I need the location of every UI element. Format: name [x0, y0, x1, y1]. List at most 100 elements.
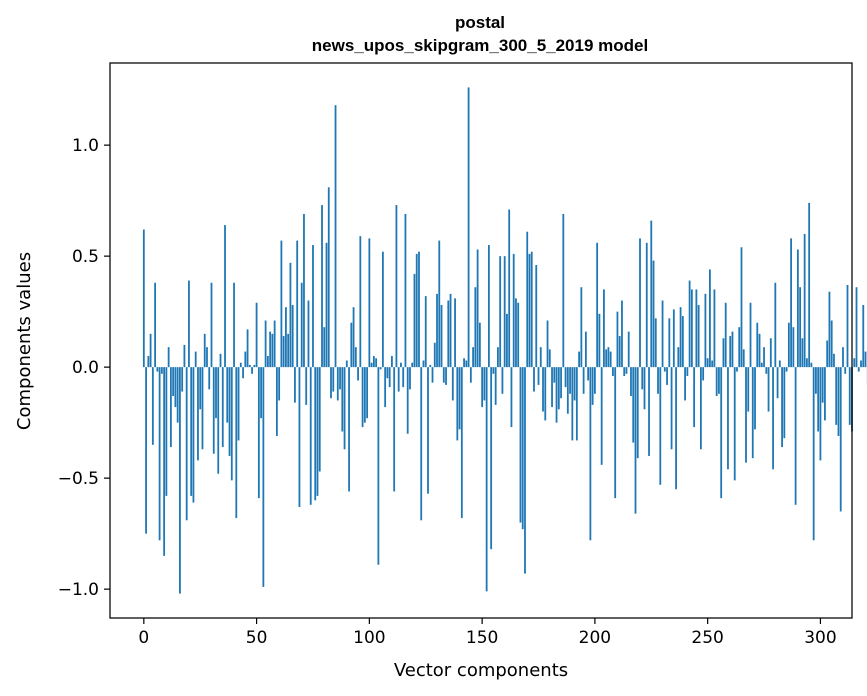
- bar-313: [848, 367, 851, 425]
- bar-206: [607, 347, 610, 368]
- bar-316: [855, 287, 858, 368]
- bar-53: [262, 367, 265, 587]
- bar-197: [587, 367, 590, 381]
- bar-48: [251, 367, 253, 374]
- bar-187: [564, 367, 567, 388]
- bar-305: [830, 320, 833, 368]
- bar-5: [154, 282, 156, 368]
- bar-58: [273, 320, 276, 368]
- bar-56: [269, 331, 272, 368]
- bar-7: [158, 367, 161, 541]
- bar-114: [400, 362, 402, 368]
- bar-109: [388, 367, 391, 388]
- bar-112: [395, 205, 398, 368]
- bar-45: [244, 351, 247, 368]
- bar-169: [524, 367, 526, 574]
- bar-136: [449, 293, 452, 368]
- bar-205: [605, 349, 608, 368]
- bar-41: [235, 367, 238, 519]
- bar-67: [294, 367, 296, 403]
- bar-215: [627, 331, 630, 368]
- bar-240: [684, 367, 686, 401]
- bar-241: [686, 367, 689, 377]
- bar-158: [499, 256, 502, 368]
- bar-231: [663, 367, 666, 372]
- bar-278: [769, 338, 772, 368]
- bar-263: [736, 367, 738, 372]
- bar-76: [314, 367, 317, 501]
- bar-14: [174, 367, 177, 408]
- bar-59: [275, 367, 278, 436]
- bar-97: [361, 367, 364, 428]
- bar-150: [481, 367, 484, 408]
- bar-64: [287, 333, 290, 368]
- bar-183: [555, 367, 558, 423]
- bar-304: [828, 291, 831, 368]
- bar-208: [612, 367, 614, 377]
- bar-259: [727, 367, 729, 470]
- bar-27: [203, 333, 206, 368]
- bar-43: [239, 362, 242, 368]
- bar-82: [327, 187, 330, 368]
- bar-164: [512, 253, 515, 368]
- bar-95: [357, 367, 359, 381]
- bar-297: [812, 367, 815, 541]
- bar-102: [372, 356, 375, 368]
- bar-103: [375, 358, 378, 368]
- bar-267: [745, 367, 747, 463]
- bar-6: [156, 367, 159, 372]
- bar-39: [230, 367, 233, 481]
- bar-254: [715, 367, 718, 396]
- y-axis-label: Components values: [14, 252, 35, 430]
- bar-303: [826, 340, 829, 368]
- bar-138: [454, 298, 456, 368]
- bar-273: [758, 333, 761, 368]
- bar-29: [208, 367, 211, 390]
- bar-277: [767, 367, 770, 412]
- bar-287: [790, 238, 792, 368]
- bar-163: [510, 367, 513, 428]
- bar-144: [467, 87, 470, 368]
- bar-167: [519, 367, 522, 523]
- bar-69: [298, 367, 301, 507]
- bar-311: [844, 367, 847, 374]
- bar-104: [377, 367, 380, 565]
- bar-94: [354, 347, 357, 368]
- bar-199: [591, 367, 594, 405]
- bar-212: [621, 300, 623, 368]
- bar-315: [853, 358, 856, 368]
- bar-189: [569, 367, 571, 394]
- bar-312: [846, 285, 849, 368]
- bar-255: [718, 367, 720, 394]
- bar-22: [192, 367, 195, 503]
- bar-182: [553, 367, 556, 383]
- bar-310: [842, 347, 844, 368]
- bar-99: [366, 367, 368, 419]
- bar-111: [393, 367, 396, 492]
- bar-49: [253, 364, 256, 368]
- bar-249: [704, 293, 707, 368]
- bar-151: [483, 367, 486, 401]
- bar-226: [652, 260, 655, 368]
- bar-265: [740, 247, 743, 368]
- bar-132: [440, 304, 443, 368]
- bar-272: [756, 322, 759, 368]
- y-tick-label: 0.0: [72, 358, 99, 378]
- bar-218: [634, 367, 637, 514]
- bar-46: [246, 329, 249, 368]
- bar-55: [266, 356, 269, 368]
- bar-178: [544, 367, 547, 421]
- bar-40: [233, 282, 235, 368]
- bar-279: [772, 367, 774, 470]
- bar-120: [413, 273, 416, 368]
- bar-290: [796, 249, 799, 368]
- bar-98: [363, 367, 366, 423]
- bar-177: [542, 367, 544, 412]
- bar-140: [458, 367, 461, 430]
- bar-209: [614, 367, 617, 499]
- bar-174: [535, 265, 538, 368]
- bar-299: [817, 367, 820, 432]
- bar-54: [264, 320, 267, 368]
